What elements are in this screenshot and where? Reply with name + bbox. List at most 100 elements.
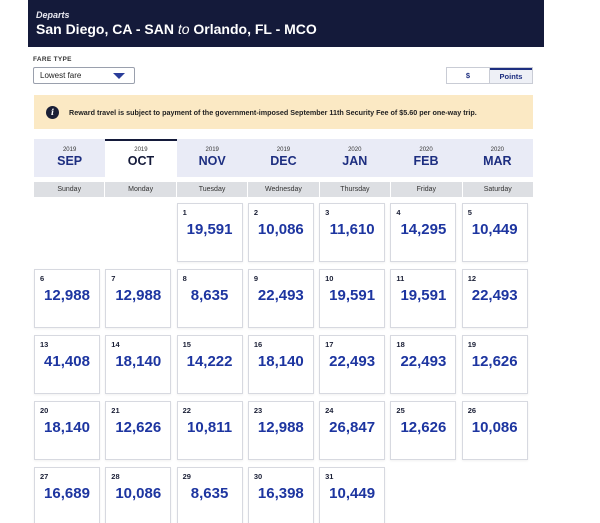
- day-number: 19: [467, 340, 477, 349]
- calendar-day-cell[interactable]: 30 16,398: [247, 467, 319, 523]
- day-number: 5: [467, 208, 472, 217]
- day-cell-border: 31 10,449: [319, 467, 386, 523]
- points-price: 11,610: [329, 221, 375, 238]
- month-tab-year: 2019: [62, 147, 77, 153]
- month-tab-sep[interactable]: 2019 SEP: [34, 139, 105, 177]
- day-cell-border: 25 12,626: [390, 401, 457, 460]
- points-price: 14,295: [400, 221, 447, 238]
- points-price: 8,635: [190, 287, 229, 304]
- month-tab-label: OCT: [127, 154, 155, 168]
- month-tab-feb[interactable]: 2020 FEB: [390, 139, 461, 177]
- day-number: 17: [325, 340, 334, 349]
- points-price: 22,493: [329, 353, 376, 370]
- calendar-day-cell[interactable]: 20 18,140: [34, 401, 105, 461]
- calendar-day-cell[interactable]: 18 22,493: [390, 335, 461, 395]
- day-number: 9: [253, 274, 259, 283]
- day-cell-border: 16 18,140: [247, 335, 314, 394]
- calendar-day-cell[interactable]: 22 10,811: [176, 401, 248, 461]
- month-tab-year: 2020: [348, 147, 362, 153]
- calendar-week-row: 13 41,408 14 18,140 15 14,222 16 18,140 17 22,493…: [34, 335, 533, 401]
- weekday-label: Thursday: [319, 182, 391, 197]
- calendar-week-row: 6 12,988 7 12,988 8 8,635 9 22,493 10 19,591 11 19,…: [34, 269, 533, 335]
- month-tab-year: 2019: [134, 147, 148, 153]
- calendar-day-cell[interactable]: 29 8,635: [176, 467, 248, 523]
- day-number: 13: [40, 340, 49, 349]
- day-number: 12: [467, 274, 477, 283]
- points-price: 10,811: [187, 419, 233, 436]
- weekday-label: Tuesday: [176, 182, 248, 197]
- day-number: 8: [182, 274, 187, 283]
- calendar-day-cell[interactable]: 10 19,591: [319, 269, 390, 329]
- fee-notice-banner: i Reward travel is subject to payment of…: [34, 95, 533, 129]
- day-cell-border: 10 19,591: [319, 269, 386, 328]
- day-cell-border: 11 19,591: [390, 269, 457, 328]
- day-cell-border: 14 18,140: [105, 335, 172, 394]
- calendar-day-cell[interactable]: 3 11,610: [319, 203, 390, 263]
- calendar-day-cell[interactable]: 2 10,086: [247, 203, 319, 263]
- calendar-day-cell[interactable]: 28 10,086: [105, 467, 176, 523]
- calendar-day-cell[interactable]: 12 22,493: [461, 269, 533, 329]
- calendar-day-cell[interactable]: 9 22,493: [247, 269, 319, 329]
- calendar-day-cell[interactable]: 1 19,591: [176, 203, 248, 263]
- calendar-day-cell[interactable]: 5 10,449: [461, 203, 533, 263]
- day-number: 16: [253, 340, 263, 349]
- destination-text: Orlando, FL - MCO: [193, 21, 317, 37]
- day-number: 2: [253, 208, 259, 217]
- day-number: 11: [396, 274, 405, 283]
- calendar-day-cell[interactable]: 26 10,086: [461, 401, 533, 461]
- points-price: 10,086: [115, 485, 162, 502]
- calendar-day-cell[interactable]: 4 14,295: [390, 203, 461, 263]
- day-number: 30: [253, 472, 263, 481]
- calendar-day-cell[interactable]: 27 16,689: [34, 467, 105, 523]
- dollars-toggle-button[interactable]: $: [447, 68, 490, 83]
- calendar-week-row: 1 19,591 2 10,086 3 11,610 4 14,295 5 10,449: [34, 203, 533, 269]
- day-number: 20: [40, 406, 49, 415]
- calendar-day-cell[interactable]: 11 19,591: [390, 269, 461, 329]
- weekday-header-row: Sunday Monday Tuesday Wednesday Thursday Frid…: [34, 182, 533, 197]
- calendar-day-cell[interactable]: 6 12,988: [34, 269, 105, 329]
- points-price: 22,493: [400, 353, 447, 370]
- calendar-day-cell[interactable]: 23 12,988: [247, 401, 319, 461]
- points-price: 12,626: [400, 419, 447, 436]
- fee-notice-text: Reward travel is subject to payment of t…: [69, 107, 477, 117]
- day-cell-border: 5 10,449: [461, 203, 528, 262]
- month-tab-dec[interactable]: 2019 DEC: [248, 139, 319, 177]
- calendar-day-cell[interactable]: 7 12,988: [105, 269, 176, 329]
- calendar-day-cell[interactable]: 19 12,626: [461, 335, 533, 395]
- calendar-day-cell[interactable]: 21 12,626: [105, 401, 176, 461]
- points-price: 18,140: [115, 353, 162, 370]
- month-tabs: 2019 SEP 2019 OCT 2019 NOV 2019 DEC 2020 JAN 2020 F…: [34, 139, 533, 177]
- month-tab-year: 2019: [205, 147, 219, 153]
- day-number: 1: [182, 208, 187, 217]
- calendar-day-cell[interactable]: 16 18,140: [247, 335, 319, 395]
- day-number: 4: [396, 208, 401, 217]
- calendar-day-cell[interactable]: 31 10,449: [319, 467, 390, 523]
- departs-label: Departs: [36, 10, 70, 20]
- calendar-day-cell[interactable]: 15 14,222: [176, 335, 248, 395]
- calendar-day-cell[interactable]: 8 8,635: [176, 269, 248, 329]
- calendar-empty-cell: [462, 467, 533, 523]
- calendar-day-cell[interactable]: 14 18,140: [105, 335, 176, 395]
- calendar-day-cell[interactable]: 13 41,408: [34, 335, 105, 395]
- month-tab-oct[interactable]: 2019 OCT: [105, 139, 177, 177]
- day-cell-border: 22 10,811: [176, 401, 243, 460]
- calendar-week-row: 27 16,689 28 10,086 29 8,635 30 16,398 31 10,449: [34, 467, 533, 523]
- month-tab-year: 2019: [276, 147, 291, 153]
- day-number: 6: [40, 274, 45, 283]
- fare-type-select[interactable]: Lowest fare: [33, 67, 135, 84]
- month-tab-label: FEB: [413, 154, 439, 168]
- day-number: 24: [325, 406, 334, 415]
- day-cell-border: 12 22,493: [461, 269, 528, 328]
- points-toggle-button[interactable]: Points: [490, 68, 532, 83]
- month-tab-nov[interactable]: 2019 NOV: [177, 139, 248, 177]
- calendar-day-cell[interactable]: 25 12,626: [390, 401, 461, 461]
- day-cell-border: 27 16,689: [34, 467, 100, 523]
- calendar-day-cell[interactable]: 17 22,493: [319, 335, 390, 395]
- calendar-day-cell[interactable]: 24 26,847: [319, 401, 390, 461]
- day-cell-border: 20 18,140: [34, 401, 100, 460]
- day-cell-border: 6 12,988: [34, 269, 100, 328]
- day-number: 3: [325, 208, 330, 217]
- points-price: 12,988: [257, 419, 304, 436]
- month-tab-mar[interactable]: 2020 MAR: [462, 139, 533, 177]
- month-tab-jan[interactable]: 2020 JAN: [319, 139, 390, 177]
